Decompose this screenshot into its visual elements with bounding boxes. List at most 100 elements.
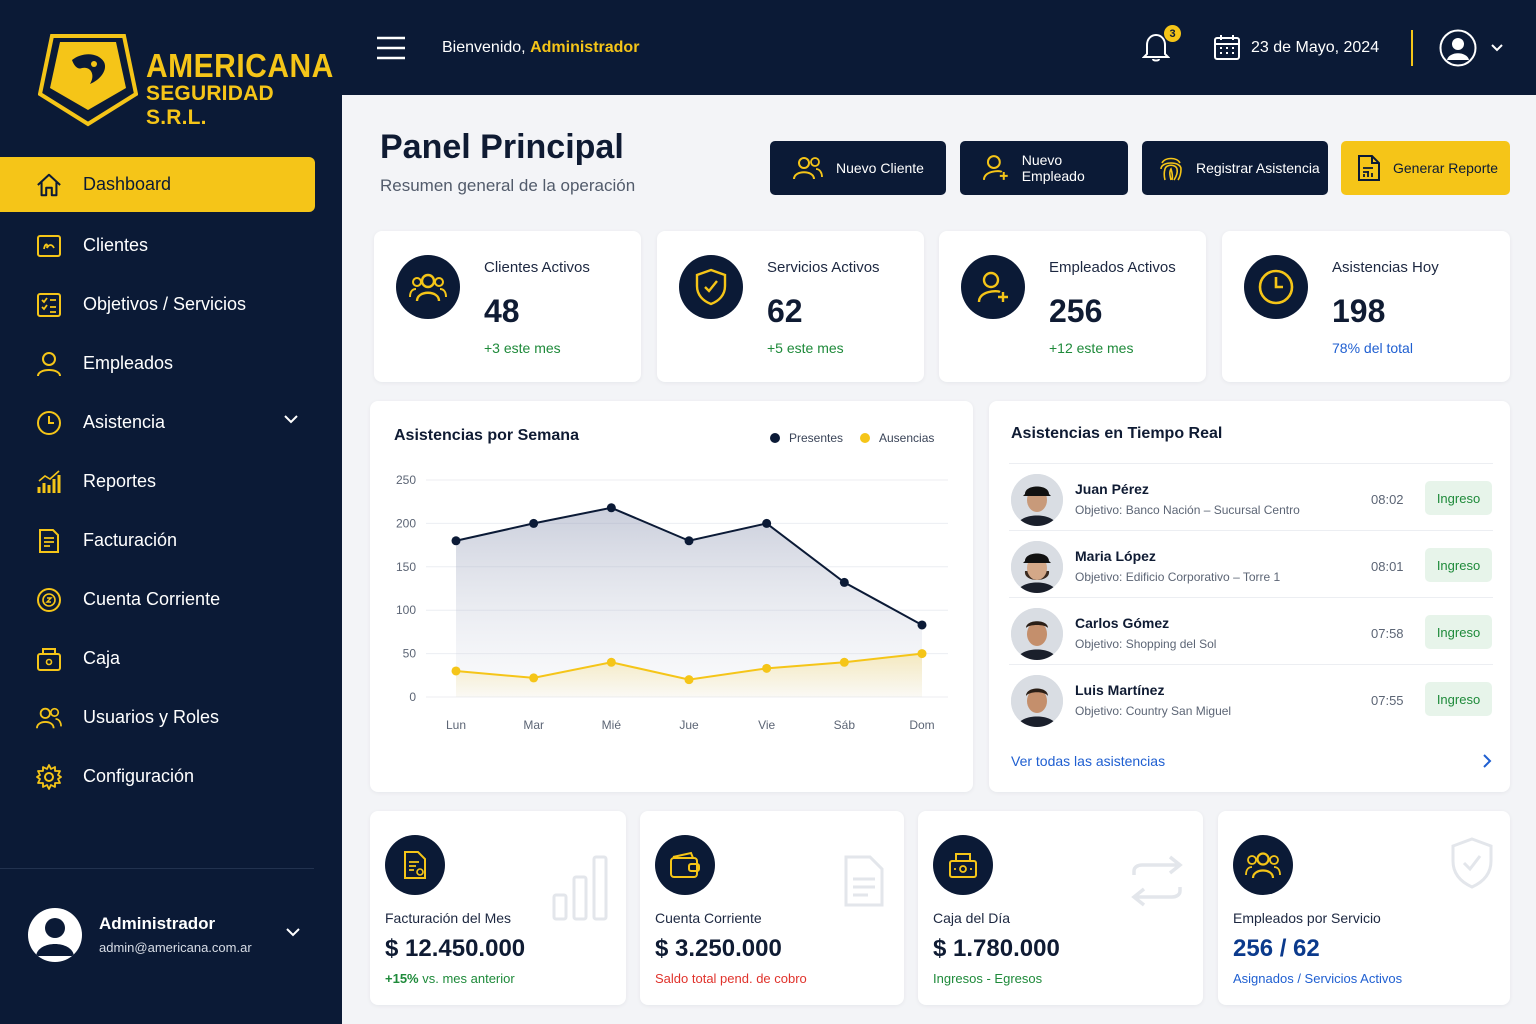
sidebar-item-caja[interactable]: Caja [0, 629, 342, 688]
x-tick-label: Mié [602, 718, 622, 732]
topbar-separator [1411, 30, 1413, 66]
sidebar-item-facturacion[interactable]: Facturación [0, 511, 342, 570]
stat-delta: +12 este mes [1049, 340, 1134, 356]
stat-delta: +5 este mes [767, 340, 844, 356]
list-item[interactable]: Luis Martínez Objetivo: Country San Migu… [1009, 664, 1493, 731]
chevron-down-icon[interactable] [284, 415, 298, 424]
bell-icon[interactable] [1142, 32, 1170, 62]
y-tick-label: 0 [409, 690, 416, 704]
series-area [456, 507, 922, 697]
status-badge: Ingreso [1425, 682, 1492, 716]
billing-card[interactable]: Facturación del Mes $ 12.450.000 +15% vs… [370, 811, 626, 1005]
data-point [451, 666, 461, 676]
sidebar-item-empleados[interactable]: Empleados [0, 334, 342, 393]
generate-report-button[interactable]: Generar Reporte [1341, 141, 1510, 195]
status-badge: Ingreso [1425, 615, 1492, 649]
stat-label: Clientes Activos [484, 259, 590, 276]
data-point [762, 663, 772, 673]
users-icon [36, 705, 62, 731]
guard-avatar-icon [1011, 541, 1063, 593]
sidebar-item-label: Clientes [83, 235, 149, 255]
card-icon-circle [1233, 835, 1293, 895]
sidebar-item-cuenta-corriente[interactable]: Cuenta Corriente [0, 570, 342, 629]
stat-card-asistencias[interactable]: Asistencias Hoy 198 78% del total [1222, 231, 1510, 382]
data-point [917, 620, 927, 630]
stat-card-clientes[interactable]: Clientes Activos 48 +3 este mes [374, 231, 641, 382]
gear-icon [36, 763, 62, 790]
brand-name: AMERICANA [146, 48, 334, 85]
users-icon [793, 157, 823, 180]
y-tick-label: 200 [396, 516, 416, 530]
sidebar-item-asistencia[interactable]: Asistencia [0, 393, 342, 452]
sidebar-item-usuarios-roles[interactable]: Usuarios y Roles [0, 688, 342, 747]
x-tick-label: Mar [523, 718, 544, 732]
data-point [606, 657, 616, 667]
status-badge: Ingreso [1425, 548, 1492, 582]
avatar [28, 908, 82, 962]
checklist-icon [36, 292, 62, 318]
wallet-icon [670, 851, 700, 878]
y-tick-label: 150 [396, 560, 416, 574]
clock-icon [1258, 269, 1294, 305]
chevron-down-icon[interactable] [1491, 44, 1503, 52]
stat-value: 256 [1049, 293, 1103, 329]
sidebar-item-clientes[interactable]: Clientes [0, 216, 342, 275]
current-account-card[interactable]: Cuenta Corriente $ 3.250.000 Saldo total… [640, 811, 904, 1005]
sidebar-item-reportes[interactable]: Reportes [0, 452, 342, 511]
stat-value: 48 [484, 293, 520, 329]
sidebar-item-label: Dashboard [83, 174, 172, 194]
stat-value: 198 [1332, 293, 1386, 329]
user-name: Administrador [99, 914, 216, 933]
legend-dot [770, 433, 780, 443]
employees-per-service-card[interactable]: Empleados por Servicio 256 / 62 Asignado… [1218, 811, 1510, 1005]
data-point [606, 503, 616, 513]
sidebar-item-label: Asistencia [83, 412, 166, 432]
data-point [839, 577, 849, 587]
sidebar-nav: Dashboard Clientes Objetivos / Servicios… [0, 157, 342, 806]
invoice-icon [36, 528, 62, 554]
view-all-attendance-link[interactable]: Ver todas las asistencias [1011, 753, 1166, 769]
menu-icon[interactable] [376, 36, 406, 60]
x-tick-label: Sáb [834, 718, 856, 732]
list-item[interactable]: Carlos Gómez Objetivo: Shopping del Sol … [1009, 597, 1493, 664]
new-employee-button[interactable]: Nuevo Empleado [960, 141, 1128, 195]
list-item[interactable]: Maria López Objetivo: Edificio Corporati… [1009, 530, 1493, 597]
cash-register-icon [36, 646, 62, 672]
daily-cash-card[interactable]: Caja del Día $ 1.780.000 Ingresos - Egre… [918, 811, 1203, 1005]
status-badge: Ingreso [1425, 481, 1492, 515]
list-item[interactable]: Juan Pérez Objetivo: Banco Nación – Sucu… [1009, 463, 1493, 530]
avatar [1011, 675, 1063, 727]
card-sub-text: Asignados / Servicios Activos [1233, 971, 1403, 986]
realtime-attendance-card: Asistencias en Tiempo Real Juan Pérez Ob… [989, 401, 1510, 792]
legend-label: Ausencias [879, 431, 935, 445]
card-label: Facturación del Mes [385, 910, 512, 926]
employee-name: Juan Pérez [1075, 481, 1149, 497]
sidebar-user[interactable]: Administrador admin@americana.com.ar [28, 906, 318, 966]
sidebar-item-dashboard[interactable]: Dashboard [0, 157, 315, 212]
sidebar-item-label: Empleados [83, 353, 174, 373]
stat-card-servicios[interactable]: Servicios Activos 62 +5 este mes [657, 231, 924, 382]
user-avatar-icon[interactable] [1439, 29, 1477, 67]
stat-card-empleados[interactable]: Empleados Activos 256 +12 este mes [939, 231, 1206, 382]
button-label: Generar Reporte [1393, 160, 1499, 176]
register-attendance-button[interactable]: Registrar Asistencia [1142, 141, 1328, 195]
bar-chart-icon [552, 855, 608, 921]
transfer-arrows-icon [1131, 855, 1183, 907]
employee-objective: Objetivo: Edificio Corporativo – Torre 1 [1075, 570, 1281, 584]
sidebar: AMERICANA SEGURIDAD S.R.L. Dashboard Cli… [0, 0, 342, 1024]
brand-logo[interactable]: AMERICANA SEGURIDAD S.R.L. [38, 30, 333, 130]
legend-item-presentes: Presentes [770, 431, 843, 445]
stat-label: Servicios Activos [767, 259, 880, 276]
user-avatar-icon [36, 918, 74, 956]
chevron-right-icon[interactable] [1483, 754, 1492, 768]
sidebar-item-configuracion[interactable]: Configuración [0, 747, 342, 806]
new-client-button[interactable]: Nuevo Cliente [770, 141, 946, 195]
card-label: Empleados por Servicio [1233, 910, 1381, 926]
chevron-down-icon[interactable] [286, 928, 300, 937]
series-area [456, 653, 922, 697]
sidebar-item-objetivos[interactable]: Objetivos / Servicios [0, 275, 342, 334]
sidebar-item-label: Reportes [83, 471, 157, 491]
y-tick-label: 250 [396, 473, 416, 487]
guard-avatar-icon [1011, 608, 1063, 660]
guard-avatar-icon [1011, 474, 1063, 526]
